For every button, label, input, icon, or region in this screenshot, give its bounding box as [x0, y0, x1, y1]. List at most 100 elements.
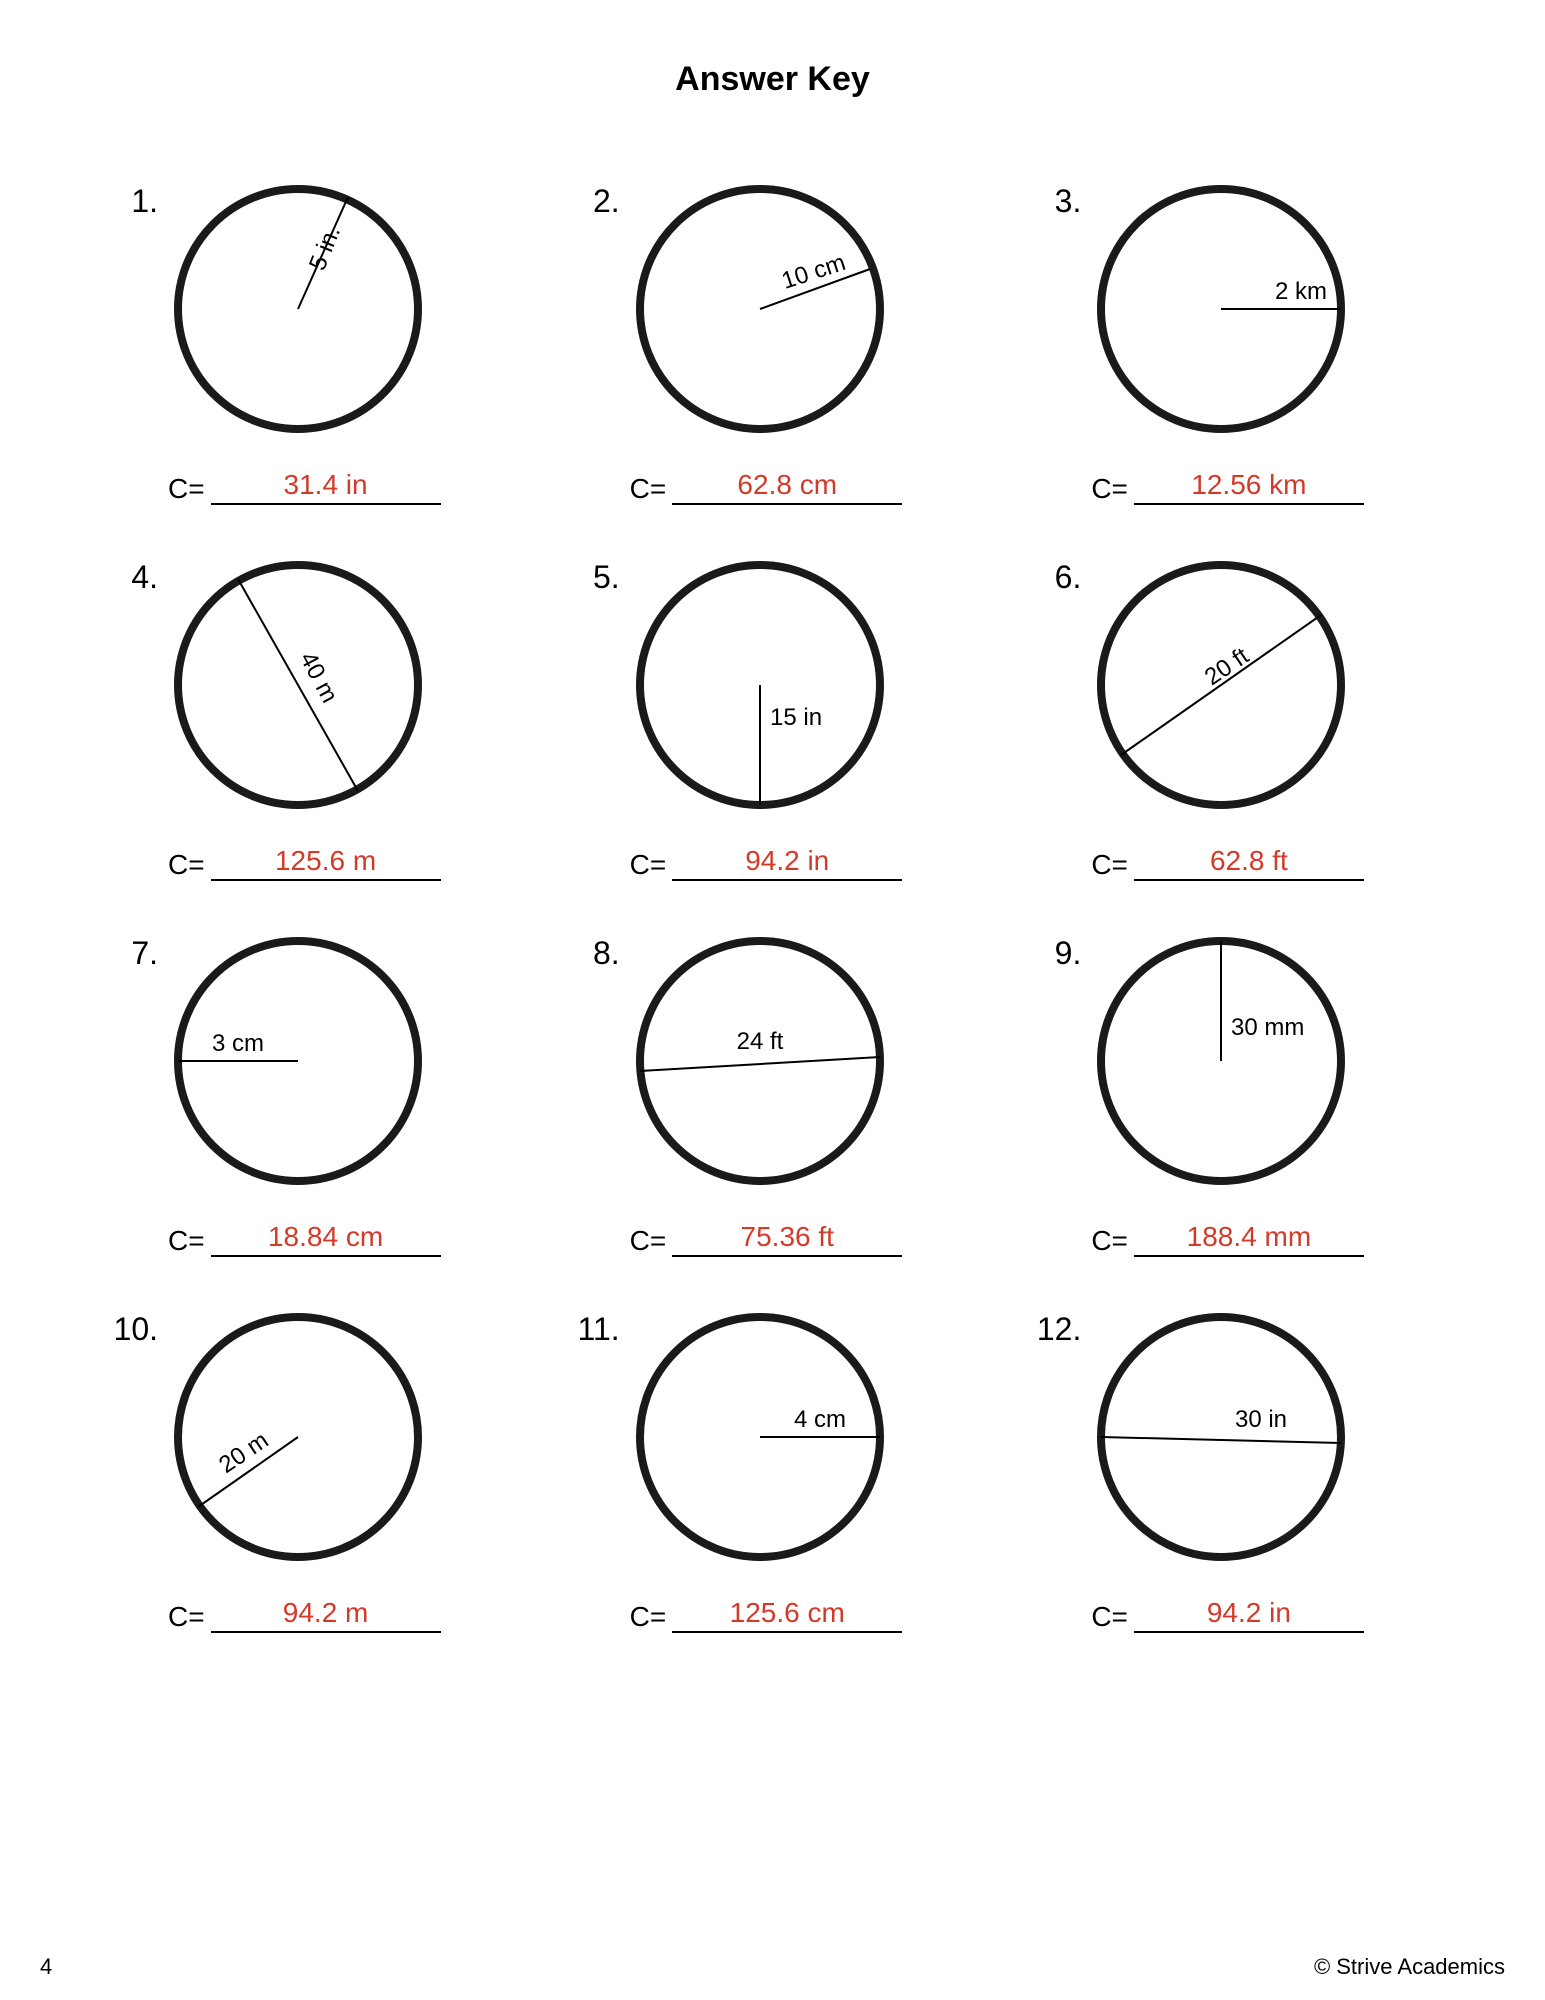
circle-diagram: 3 cm	[168, 931, 428, 1191]
answer-row: C=94.2 in	[630, 845, 903, 881]
measurement-label: 2 km	[1275, 278, 1327, 305]
problem-top-row: 8. 24 ft	[562, 931, 984, 1191]
answer-prefix: C=	[1091, 1601, 1128, 1633]
answer-value: 125.6 cm	[672, 1597, 902, 1633]
answer-prefix: C=	[1091, 1225, 1128, 1257]
measurement-label: 40 m	[294, 648, 343, 708]
circle-diagram: 5 in.	[168, 179, 428, 439]
problem-number: 6.	[1023, 555, 1091, 596]
problem-number: 2.	[562, 179, 630, 220]
measurement-label: 20 m	[214, 1427, 273, 1479]
problem-number: 10.	[100, 1307, 168, 1348]
answer-prefix: C=	[168, 473, 205, 505]
answer-prefix: C=	[168, 849, 205, 881]
answer-row: C=125.6 cm	[630, 1597, 903, 1633]
problem-number: 5.	[562, 555, 630, 596]
problem-top-row: 2. 10 cm	[562, 179, 984, 439]
page-title: Answer Key	[100, 60, 1445, 99]
answer-value: 94.2 in	[1134, 1597, 1364, 1633]
circle-diagram: 15 in	[630, 555, 890, 815]
problem-top-row: 1. 5 in.	[100, 179, 522, 439]
answer-prefix: C=	[168, 1225, 205, 1257]
answer-prefix: C=	[1091, 849, 1128, 881]
problem-number: 12.	[1023, 1307, 1091, 1348]
answer-row: C=75.36 ft	[630, 1221, 903, 1257]
circle-diagram: 10 cm	[630, 179, 890, 439]
measurement-label: 30 mm	[1231, 1014, 1304, 1041]
answer-value: 188.4 mm	[1134, 1221, 1364, 1257]
page-number: 4	[40, 1954, 52, 1980]
problem-top-row: 4. 40 m	[100, 555, 522, 815]
answer-row: C=94.2 m	[168, 1597, 441, 1633]
page-footer: 4 © Strive Academics	[40, 1954, 1505, 1980]
answer-row: C=94.2 in	[1091, 1597, 1364, 1633]
answer-value: 94.2 in	[672, 845, 902, 881]
problem-top-row: 10. 20 m	[100, 1307, 522, 1567]
circle-diagram: 20 m	[168, 1307, 428, 1567]
problem-cell: 11. 4 cm C=125.6 cm	[562, 1307, 984, 1633]
problem-top-row: 11. 4 cm	[562, 1307, 984, 1567]
answer-row: C=18.84 cm	[168, 1221, 441, 1257]
problem-cell: 1. 5 in. C=31.4 in	[100, 179, 522, 505]
answer-prefix: C=	[630, 1601, 667, 1633]
answer-value: 125.6 m	[211, 845, 441, 881]
answer-prefix: C=	[1091, 473, 1128, 505]
problem-number: 3.	[1023, 179, 1091, 220]
measurement-label: 4 cm	[794, 1406, 846, 1433]
problem-top-row: 9. 30 mm	[1023, 931, 1445, 1191]
worksheet-page: Answer Key 1.5 in.C=31.4 in2.10 cmC=62.8…	[0, 0, 1545, 2000]
measurement-label: 20 ft	[1200, 642, 1254, 691]
measurement-label: 5 in.	[304, 222, 346, 274]
answer-row: C=62.8 ft	[1091, 845, 1364, 881]
problem-number: 11.	[562, 1307, 630, 1348]
problem-number: 8.	[562, 931, 630, 972]
problem-cell: 9. 30 mm C=188.4 mm	[1023, 931, 1445, 1257]
answer-row: C=12.56 km	[1091, 469, 1364, 505]
circle-diagram: 40 m	[168, 555, 428, 815]
answer-prefix: C=	[168, 1601, 205, 1633]
answer-value: 94.2 m	[211, 1597, 441, 1633]
measurement-label: 24 ft	[736, 1028, 783, 1055]
answer-value: 62.8 cm	[672, 469, 902, 505]
copyright-text: © Strive Academics	[1314, 1954, 1505, 1980]
measurement-label: 3 cm	[212, 1030, 264, 1057]
problem-top-row: 3. 2 km	[1023, 179, 1445, 439]
problem-cell: 8. 24 ft C=75.36 ft	[562, 931, 984, 1257]
answer-row: C=188.4 mm	[1091, 1221, 1364, 1257]
circle-diagram: 30 mm	[1091, 931, 1351, 1191]
answer-value: 31.4 in	[211, 469, 441, 505]
circle-diagram: 20 ft	[1091, 555, 1351, 815]
answer-prefix: C=	[630, 473, 667, 505]
problem-cell: 3. 2 km C=12.56 km	[1023, 179, 1445, 505]
answer-value: 75.36 ft	[672, 1221, 902, 1257]
problem-top-row: 5. 15 in	[562, 555, 984, 815]
circle-diagram: 30 in	[1091, 1307, 1351, 1567]
problem-top-row: 12. 30 in	[1023, 1307, 1445, 1567]
answer-value: 18.84 cm	[211, 1221, 441, 1257]
problem-cell: 4. 40 m C=125.6 m	[100, 555, 522, 881]
answer-value: 12.56 km	[1134, 469, 1364, 505]
problem-cell: 12. 30 in C=94.2 in	[1023, 1307, 1445, 1633]
answer-row: C=125.6 m	[168, 845, 441, 881]
problem-cell: 5. 15 in C=94.2 in	[562, 555, 984, 881]
problem-cell: 6. 20 ft C=62.8 ft	[1023, 555, 1445, 881]
problem-number: 4.	[100, 555, 168, 596]
problem-number: 9.	[1023, 931, 1091, 972]
answer-prefix: C=	[630, 1225, 667, 1257]
problem-grid: 1.5 in.C=31.4 in2.10 cmC=62.8 cm3.2 kmC=…	[100, 179, 1445, 1633]
measurement-label: 30 in	[1235, 1406, 1287, 1433]
problem-number: 1.	[100, 179, 168, 220]
circle-diagram: 2 km	[1091, 179, 1351, 439]
answer-row: C=62.8 cm	[630, 469, 903, 505]
answer-prefix: C=	[630, 849, 667, 881]
circle-diagram: 24 ft	[630, 931, 890, 1191]
problem-cell: 2. 10 cm C=62.8 cm	[562, 179, 984, 505]
measurement-label: 15 in	[770, 704, 822, 731]
problem-top-row: 6. 20 ft	[1023, 555, 1445, 815]
problem-cell: 10. 20 m C=94.2 m	[100, 1307, 522, 1633]
answer-row: C=31.4 in	[168, 469, 441, 505]
circle-diagram: 4 cm	[630, 1307, 890, 1567]
problem-cell: 7.3 cm C=18.84 cm	[100, 931, 522, 1257]
measurement-label: 10 cm	[778, 249, 849, 295]
problem-top-row: 7.3 cm	[100, 931, 522, 1191]
